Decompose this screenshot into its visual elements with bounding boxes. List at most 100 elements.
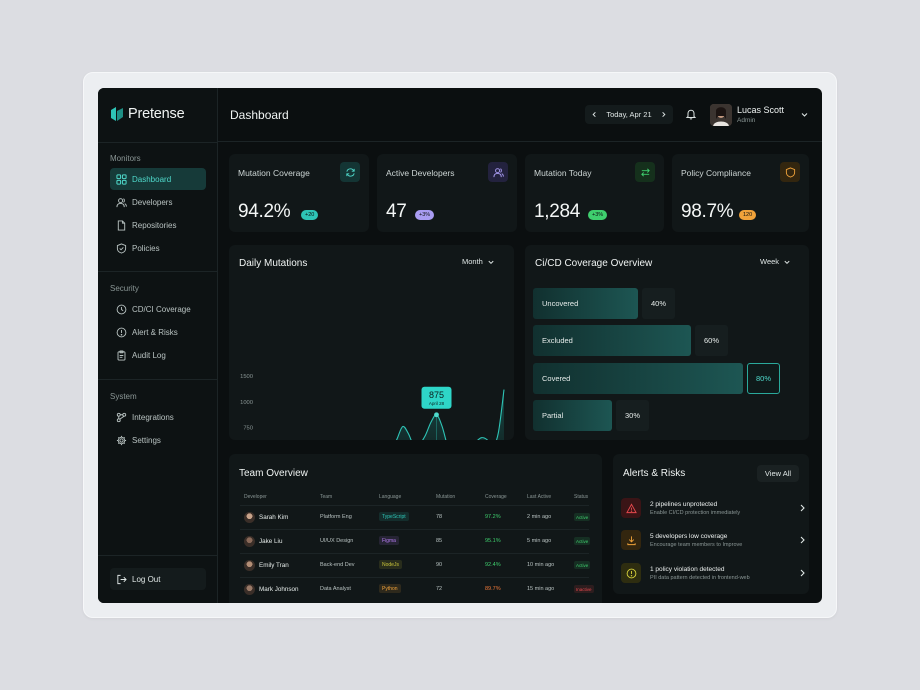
table-header[interactable]: Language	[379, 494, 402, 500]
sidebar-item-policies[interactable]: Policies	[110, 237, 206, 259]
brand-logo[interactable]: Pretense	[110, 106, 185, 122]
divider	[98, 379, 218, 380]
chevron-right-icon[interactable]	[660, 111, 667, 118]
alert-item[interactable]: 5 developers low coverage Encourage team …	[621, 525, 805, 555]
table-header[interactable]: Team	[320, 494, 333, 500]
table-row[interactable]: Jake Liu UI/UX Design 85 95.1% 5 min ago Figm…	[240, 529, 591, 553]
stat-label: Policy Compliance	[681, 168, 751, 178]
brand-name: Pretense	[128, 106, 185, 122]
alert-subtitle: Encourage team members to Improve	[650, 541, 743, 548]
sidebar-item-label: Dashboard	[132, 174, 172, 184]
language-tag: NodeJs	[379, 560, 402, 569]
table-cell: 72	[436, 586, 443, 592]
alert-title: 1 policy violation detected	[650, 565, 725, 573]
avatar	[244, 536, 255, 547]
coverage-bar[interactable]: Uncovered	[533, 288, 638, 319]
stat-value: 47	[386, 201, 407, 222]
range-label: Month	[462, 257, 483, 266]
range-dropdown[interactable]: Month	[462, 257, 495, 266]
file-icon	[117, 219, 126, 231]
sidebar-item-alert-risks[interactable]: Alert & Risks	[110, 321, 206, 343]
table-cell: Data Analyst	[320, 586, 351, 592]
table-header[interactable]: Coverage	[485, 494, 507, 500]
chevron-left-icon[interactable]	[591, 111, 598, 118]
alert-item[interactable]: 2 pipelines unprotected Enable CI/CD prot…	[621, 493, 805, 523]
stat-card-mutation-coverage[interactable]: Mutation Coverage 94.2% +20	[229, 154, 369, 232]
y-tick-label: 1000	[240, 400, 253, 406]
section-title-system: System	[110, 392, 137, 401]
section-title-monitors: Monitors	[110, 154, 141, 163]
sidebar-item-cdci-coverage[interactable]: CD/CI Coverage	[110, 298, 206, 320]
table-header[interactable]: Status	[574, 494, 589, 500]
cicd-coverage-card: Ci/CD Coverage Overview Week Uncovered 40…	[525, 245, 809, 440]
table-cell: 2 min ago	[527, 514, 552, 520]
logout-label: Log Out	[132, 574, 161, 584]
range-label: Week	[760, 257, 780, 266]
stat-badge: +3%	[588, 210, 608, 220]
table-cell: UI/UX Design	[320, 538, 354, 544]
nodes-icon	[116, 412, 127, 422]
coverage-percent: 30%	[616, 400, 649, 431]
date-navigator: Today, Apr 21	[585, 105, 673, 124]
stat-label: Mutation Today	[534, 168, 592, 178]
user-name[interactable]: Lucas Scott	[737, 105, 785, 115]
stat-card-mutation-today[interactable]: Mutation Today 1,284 +3%	[525, 154, 664, 232]
alert-item[interactable]: 1 policy violation detected PII data patt…	[621, 558, 805, 588]
table-cell: Sarah Kim	[259, 514, 289, 521]
chevron-right-icon[interactable]	[798, 568, 806, 578]
table-cell: Mark Johnson	[259, 586, 299, 593]
table-cell: 89.7%	[485, 586, 501, 592]
table-cell: 97.2%	[485, 514, 501, 520]
alert-circle-icon	[621, 563, 641, 583]
sidebar-item-label: Repositories	[132, 220, 177, 230]
alert-title: 2 pipelines unprotected	[650, 500, 718, 508]
table-row[interactable]: Mark Johnson Data Analyst 72 89.7% 15 min ag…	[240, 577, 594, 601]
range-dropdown[interactable]: Week	[760, 257, 791, 266]
alert-circle-icon	[116, 327, 127, 337]
sidebar-item-developers[interactable]: Developers	[110, 191, 206, 213]
table-header[interactable]: Developer	[244, 494, 267, 500]
table-cell: 15 min ago	[527, 586, 555, 592]
table-cell: 10 min ago	[527, 562, 555, 568]
language-tag: Python	[379, 584, 401, 593]
table-cell: 92.4%	[485, 562, 501, 568]
sidebar-item-label: Alert & Risks	[132, 327, 178, 337]
table-cell: 90	[436, 562, 443, 568]
chevron-down-icon[interactable]	[800, 110, 809, 119]
coverage-bar[interactable]: Partial	[533, 400, 612, 431]
table-cell: Platform Eng	[320, 514, 352, 520]
table-header[interactable]: Mutation	[436, 494, 456, 500]
chevron-right-icon[interactable]	[798, 503, 806, 513]
series-area	[396, 389, 504, 440]
table-cell: 78	[436, 514, 443, 520]
sidebar-item-repositories[interactable]: Repositories	[110, 214, 206, 236]
bell-icon[interactable]	[685, 108, 697, 120]
refresh-icon	[340, 162, 360, 182]
language-tag: TypeScript	[379, 512, 409, 521]
stat-card-active-developers[interactable]: Active Developers 47 +3%	[377, 154, 517, 232]
stat-card-policy-compliance[interactable]: Policy Compliance 98.7% 120	[672, 154, 809, 232]
stat-label: Active Developers	[386, 168, 455, 178]
sidebar-item-settings[interactable]: Settings	[110, 429, 206, 451]
download-icon	[621, 530, 641, 550]
table-row[interactable]: Sarah Kim Platform Eng 78 97.2% 2 min ago Typ…	[240, 505, 591, 529]
sidebar-item-audit-log[interactable]: Audit Log	[110, 344, 206, 366]
avatar[interactable]	[710, 104, 732, 126]
coverage-bar[interactable]: Excluded	[533, 325, 691, 356]
team-overview-card: Team Overview	[229, 454, 602, 603]
chevron-right-icon[interactable]	[798, 535, 806, 545]
logout-button[interactable]: Log Out	[110, 568, 206, 590]
sidebar-item-integrations[interactable]: Integrations	[110, 406, 206, 428]
date-label[interactable]: Today, Apr 21	[606, 110, 652, 119]
user-role: Admin	[737, 117, 756, 124]
table-row[interactable]: Emily Tran Back-end Dev 90 92.4% 10 min ago N…	[240, 553, 591, 577]
sidebar-item-dashboard[interactable]: Dashboard	[110, 168, 206, 190]
table-header[interactable]: Last Active	[527, 494, 552, 500]
coverage-bar[interactable]: Covered	[533, 363, 743, 394]
coverage-percent: 40%	[642, 288, 675, 319]
warning-icon	[621, 498, 641, 518]
avatar	[244, 560, 255, 571]
view-all-button[interactable]: View All	[757, 465, 799, 482]
highlight-point[interactable]	[434, 412, 439, 418]
language-tag: Figma	[379, 536, 399, 545]
